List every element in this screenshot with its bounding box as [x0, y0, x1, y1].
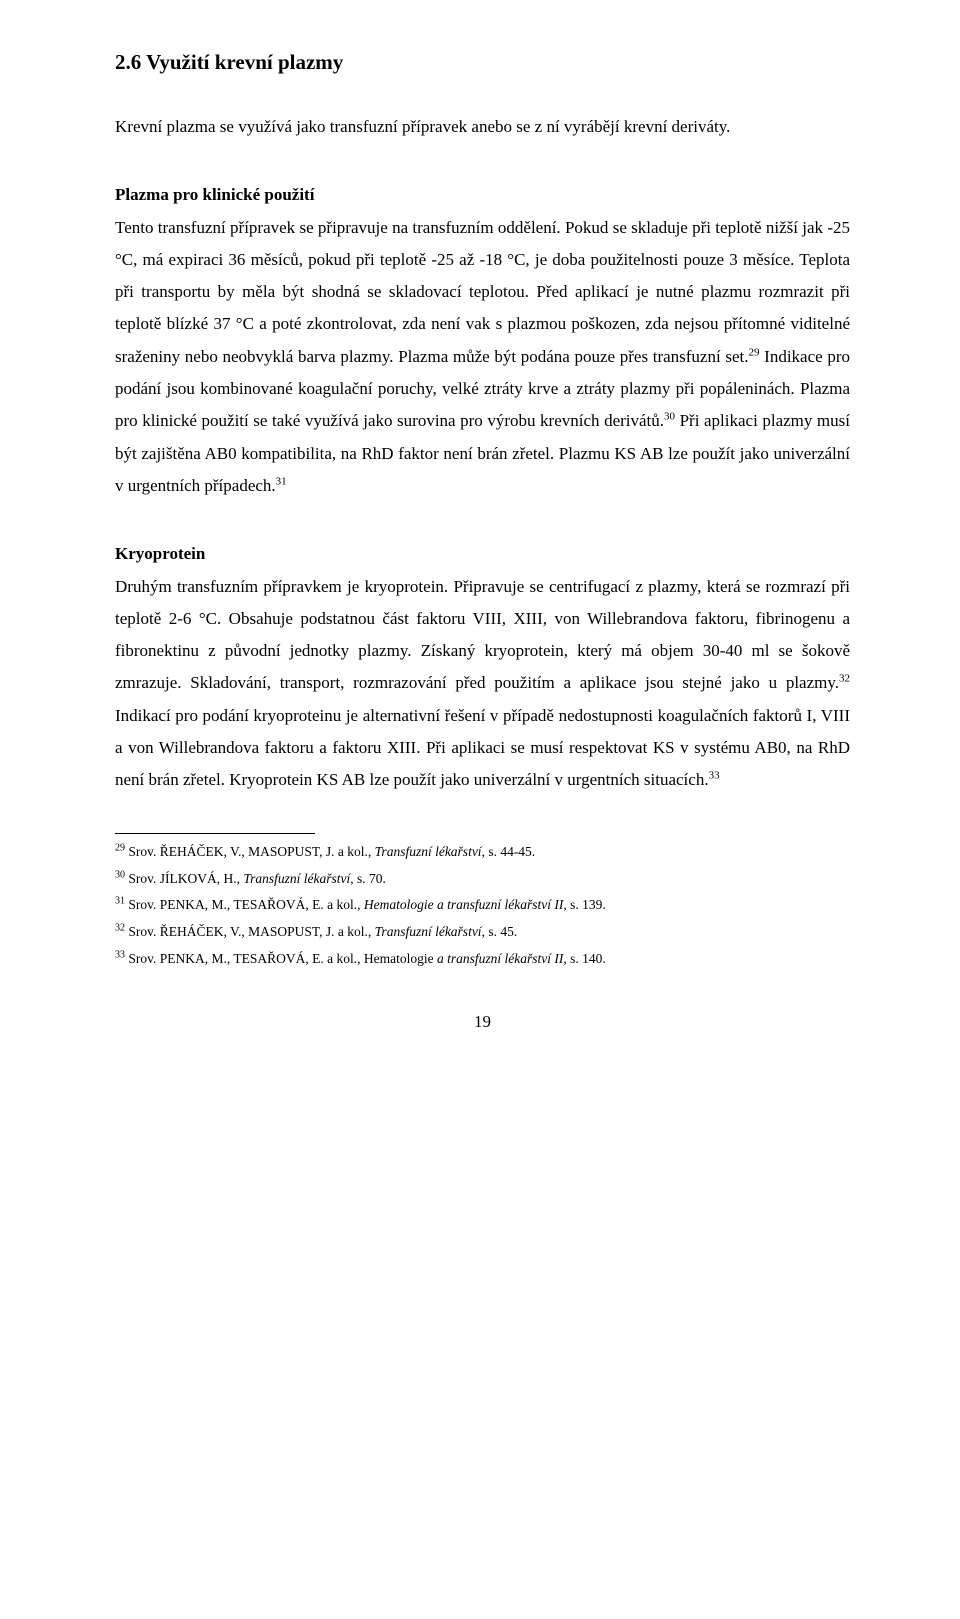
footnote-text: Srov. ŘEHÁČEK, V., MASOPUST, J. a kol.,	[125, 924, 375, 939]
footnote-29: 29 Srov. ŘEHÁČEK, V., MASOPUST, J. a kol…	[115, 842, 850, 863]
section-2-title: Kryoprotein	[115, 544, 205, 563]
section-1-title: Plazma pro klinické použití	[115, 185, 314, 204]
footnote-text: Srov. ŘEHÁČEK, V., MASOPUST, J. a kol.,	[125, 844, 375, 859]
section-heading: 2.6 Využití krevní plazmy	[115, 50, 850, 75]
footnote-text: , s. 70.	[350, 871, 386, 886]
footnote-text: Srov. PENKA, M., TESAŘOVÁ, E. a kol., He…	[125, 951, 437, 966]
footnote-ref-33: 33	[709, 770, 720, 782]
footnote-30: 30 Srov. JÍLKOVÁ, H., Transfuzní lékařst…	[115, 869, 850, 890]
footnote-italic: a transfuzní lékařství II	[437, 951, 563, 966]
footnote-31: 31 Srov. PENKA, M., TESAŘOVÁ, E. a kol.,…	[115, 895, 850, 916]
footnote-text: Srov. JÍLKOVÁ, H.,	[125, 871, 243, 886]
footnote-text: Srov. PENKA, M., TESAŘOVÁ, E. a kol.,	[125, 897, 364, 912]
footnote-ref-30: 30	[664, 411, 675, 423]
footnote-32: 32 Srov. ŘEHÁČEK, V., MASOPUST, J. a kol…	[115, 922, 850, 943]
page-number: 19	[115, 1012, 850, 1032]
footnote-text: , s. 45.	[482, 924, 518, 939]
section-2-body-a: Druhým transfuzním přípravkem je kryopro…	[115, 577, 850, 693]
footnote-num: 33	[115, 950, 125, 961]
section-1-body-a: Tento transfuzní přípravek se připravuje…	[115, 218, 850, 366]
footnote-italic: Hematologie a transfuzní lékařství II	[364, 897, 563, 912]
footnote-text: , s. 139.	[563, 897, 605, 912]
intro-paragraph: Krevní plazma se využívá jako transfuzní…	[115, 111, 850, 143]
footnote-separator	[115, 833, 315, 834]
footnote-ref-31: 31	[276, 475, 287, 487]
footnote-text: , s. 140.	[563, 951, 605, 966]
section-2: Kryoprotein Druhým transfuzním přípravke…	[115, 538, 850, 796]
footnote-ref-32: 32	[839, 673, 850, 685]
footnote-num: 32	[115, 923, 125, 934]
footnote-text: , s. 44-45.	[482, 844, 536, 859]
footnote-italic: Transfuzní lékařství	[375, 924, 482, 939]
footnote-num: 30	[115, 869, 125, 880]
footnote-num: 31	[115, 896, 125, 907]
section-2-body-b: Indikací pro podání kryoproteinu je alte…	[115, 706, 850, 790]
footnote-ref-29: 29	[749, 346, 760, 358]
footnote-33: 33 Srov. PENKA, M., TESAŘOVÁ, E. a kol.,…	[115, 949, 850, 970]
footnote-italic: Transfuzní lékařství	[375, 844, 482, 859]
footnote-num: 29	[115, 842, 125, 853]
footnote-italic: Transfuzní lékařství	[243, 871, 350, 886]
section-1: Plazma pro klinické použití Tento transf…	[115, 179, 850, 502]
